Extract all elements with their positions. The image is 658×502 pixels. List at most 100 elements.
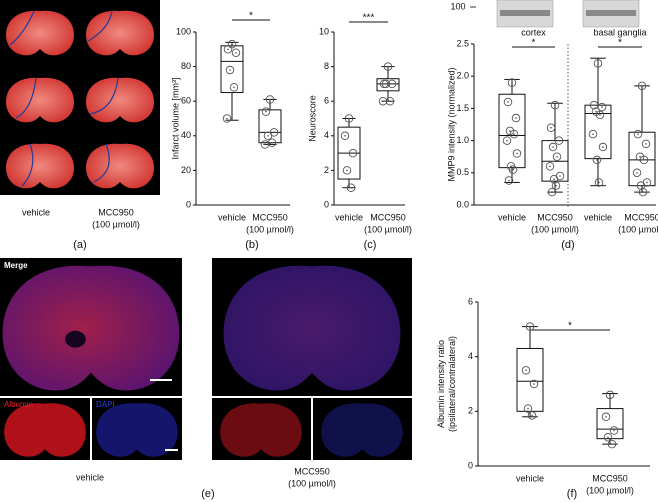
x-tick-label: MCC950 [624, 212, 658, 222]
data-point [261, 107, 271, 116]
data-point-center [592, 133, 594, 135]
data-point-center [387, 65, 389, 68]
data-point [601, 412, 611, 422]
panel-label: (c) [364, 239, 377, 251]
data-point [502, 136, 512, 145]
data-point-center [552, 146, 554, 148]
box [516, 347, 544, 412]
y-tick-label: 80 [181, 61, 191, 71]
data-point-center [512, 168, 514, 171]
data-point-center [352, 152, 354, 154]
data-point [597, 102, 607, 112]
y-tick-label: 0.0 [456, 199, 469, 209]
x-tick-label: MCC950 [537, 212, 573, 222]
data-point-center [382, 100, 384, 102]
data-point-center [639, 155, 641, 158]
y-axis-label: Neuroscore [307, 95, 317, 142]
data-point [222, 114, 232, 123]
data-point-center [550, 126, 552, 129]
data-point [342, 166, 352, 175]
data-point-center [641, 85, 643, 87]
data-point-center [226, 117, 228, 120]
data-point-center [383, 83, 385, 85]
data-point-center [597, 62, 599, 65]
y-tick-label: 1.5 [456, 103, 469, 113]
y-axis-label: Albumin intensity ratio [436, 340, 446, 428]
x-tick-label: (100 µmol/l) [618, 224, 658, 234]
y-tick-label: 1.0 [456, 135, 469, 145]
x-tick-label: vehicle [218, 212, 246, 222]
data-point [340, 131, 350, 141]
data-point [344, 114, 354, 123]
caption: (100 µmol/l) [288, 478, 336, 488]
data-point [637, 81, 647, 91]
data-point-center [640, 184, 642, 187]
data-point-center [348, 117, 350, 120]
data-point-center [385, 83, 387, 85]
data-point-center [509, 130, 511, 132]
data-point [589, 100, 599, 110]
data-point [231, 48, 241, 58]
data-point [507, 78, 517, 87]
data-point [636, 181, 646, 190]
data-point-center [599, 114, 601, 116]
data-point [529, 379, 539, 389]
data-point-center [264, 143, 266, 146]
data-point [381, 79, 391, 89]
data-point-center [344, 135, 346, 137]
y-axis-label: (ipsilateral/contralateral) [447, 336, 457, 432]
data-point-center [595, 110, 597, 113]
data-point-center [265, 110, 267, 113]
caption: (100 µmol/l) [92, 219, 140, 229]
data-point-center [269, 98, 271, 101]
panel-label: (a) [73, 239, 86, 251]
data-point-center [531, 414, 533, 417]
data-point [641, 139, 651, 149]
blot-marker: 100 [450, 1, 465, 11]
significance: *** [363, 13, 375, 24]
x-tick-label: MCC950 [252, 212, 288, 222]
y-tick-label: 60 [181, 96, 191, 106]
x-tick-label: (100 µmol/l) [364, 224, 412, 234]
data-point-center [553, 178, 555, 181]
data-point [263, 131, 273, 141]
caption: MCC950 [98, 207, 134, 217]
data-point [638, 187, 648, 197]
data-point-center [558, 139, 560, 142]
x-tick-label: MCC950 [370, 212, 406, 222]
significance: * [618, 38, 622, 49]
y-tick-label: 40 [181, 130, 191, 140]
x-tick-label: vehicle [584, 212, 612, 222]
data-point-center [643, 159, 645, 161]
data-point [378, 96, 388, 106]
data-point-center [267, 135, 269, 137]
data-point [546, 123, 556, 132]
data-point-center [511, 81, 513, 84]
caption: vehicle [76, 472, 104, 482]
data-point-center [598, 181, 600, 184]
data-point [521, 366, 531, 375]
data-point [547, 187, 557, 197]
box [220, 45, 244, 94]
data-point-center [516, 152, 518, 155]
panel-label: (b) [245, 239, 258, 251]
data-point [609, 426, 619, 435]
data-point-center [602, 146, 604, 148]
data-point-center [227, 48, 229, 51]
data-point [554, 136, 564, 145]
y-tick-label: 0 [324, 199, 329, 209]
ttc-images [0, 0, 160, 195]
box [628, 131, 656, 187]
data-point-center [593, 104, 595, 106]
image-label: DAPI [96, 400, 115, 409]
y-axis-label: MMP9 intensity (normalized) [446, 67, 456, 181]
data-point [551, 181, 561, 190]
data-point-center [555, 184, 557, 187]
data-point-center [525, 369, 527, 372]
data-point-center [506, 139, 508, 142]
data-point [607, 439, 617, 449]
data-point-center [596, 159, 598, 161]
y-tick-label: 2 [468, 406, 473, 416]
x-tick-label: MCC950 [592, 473, 628, 483]
y-tick-label: 2.0 [456, 71, 469, 81]
